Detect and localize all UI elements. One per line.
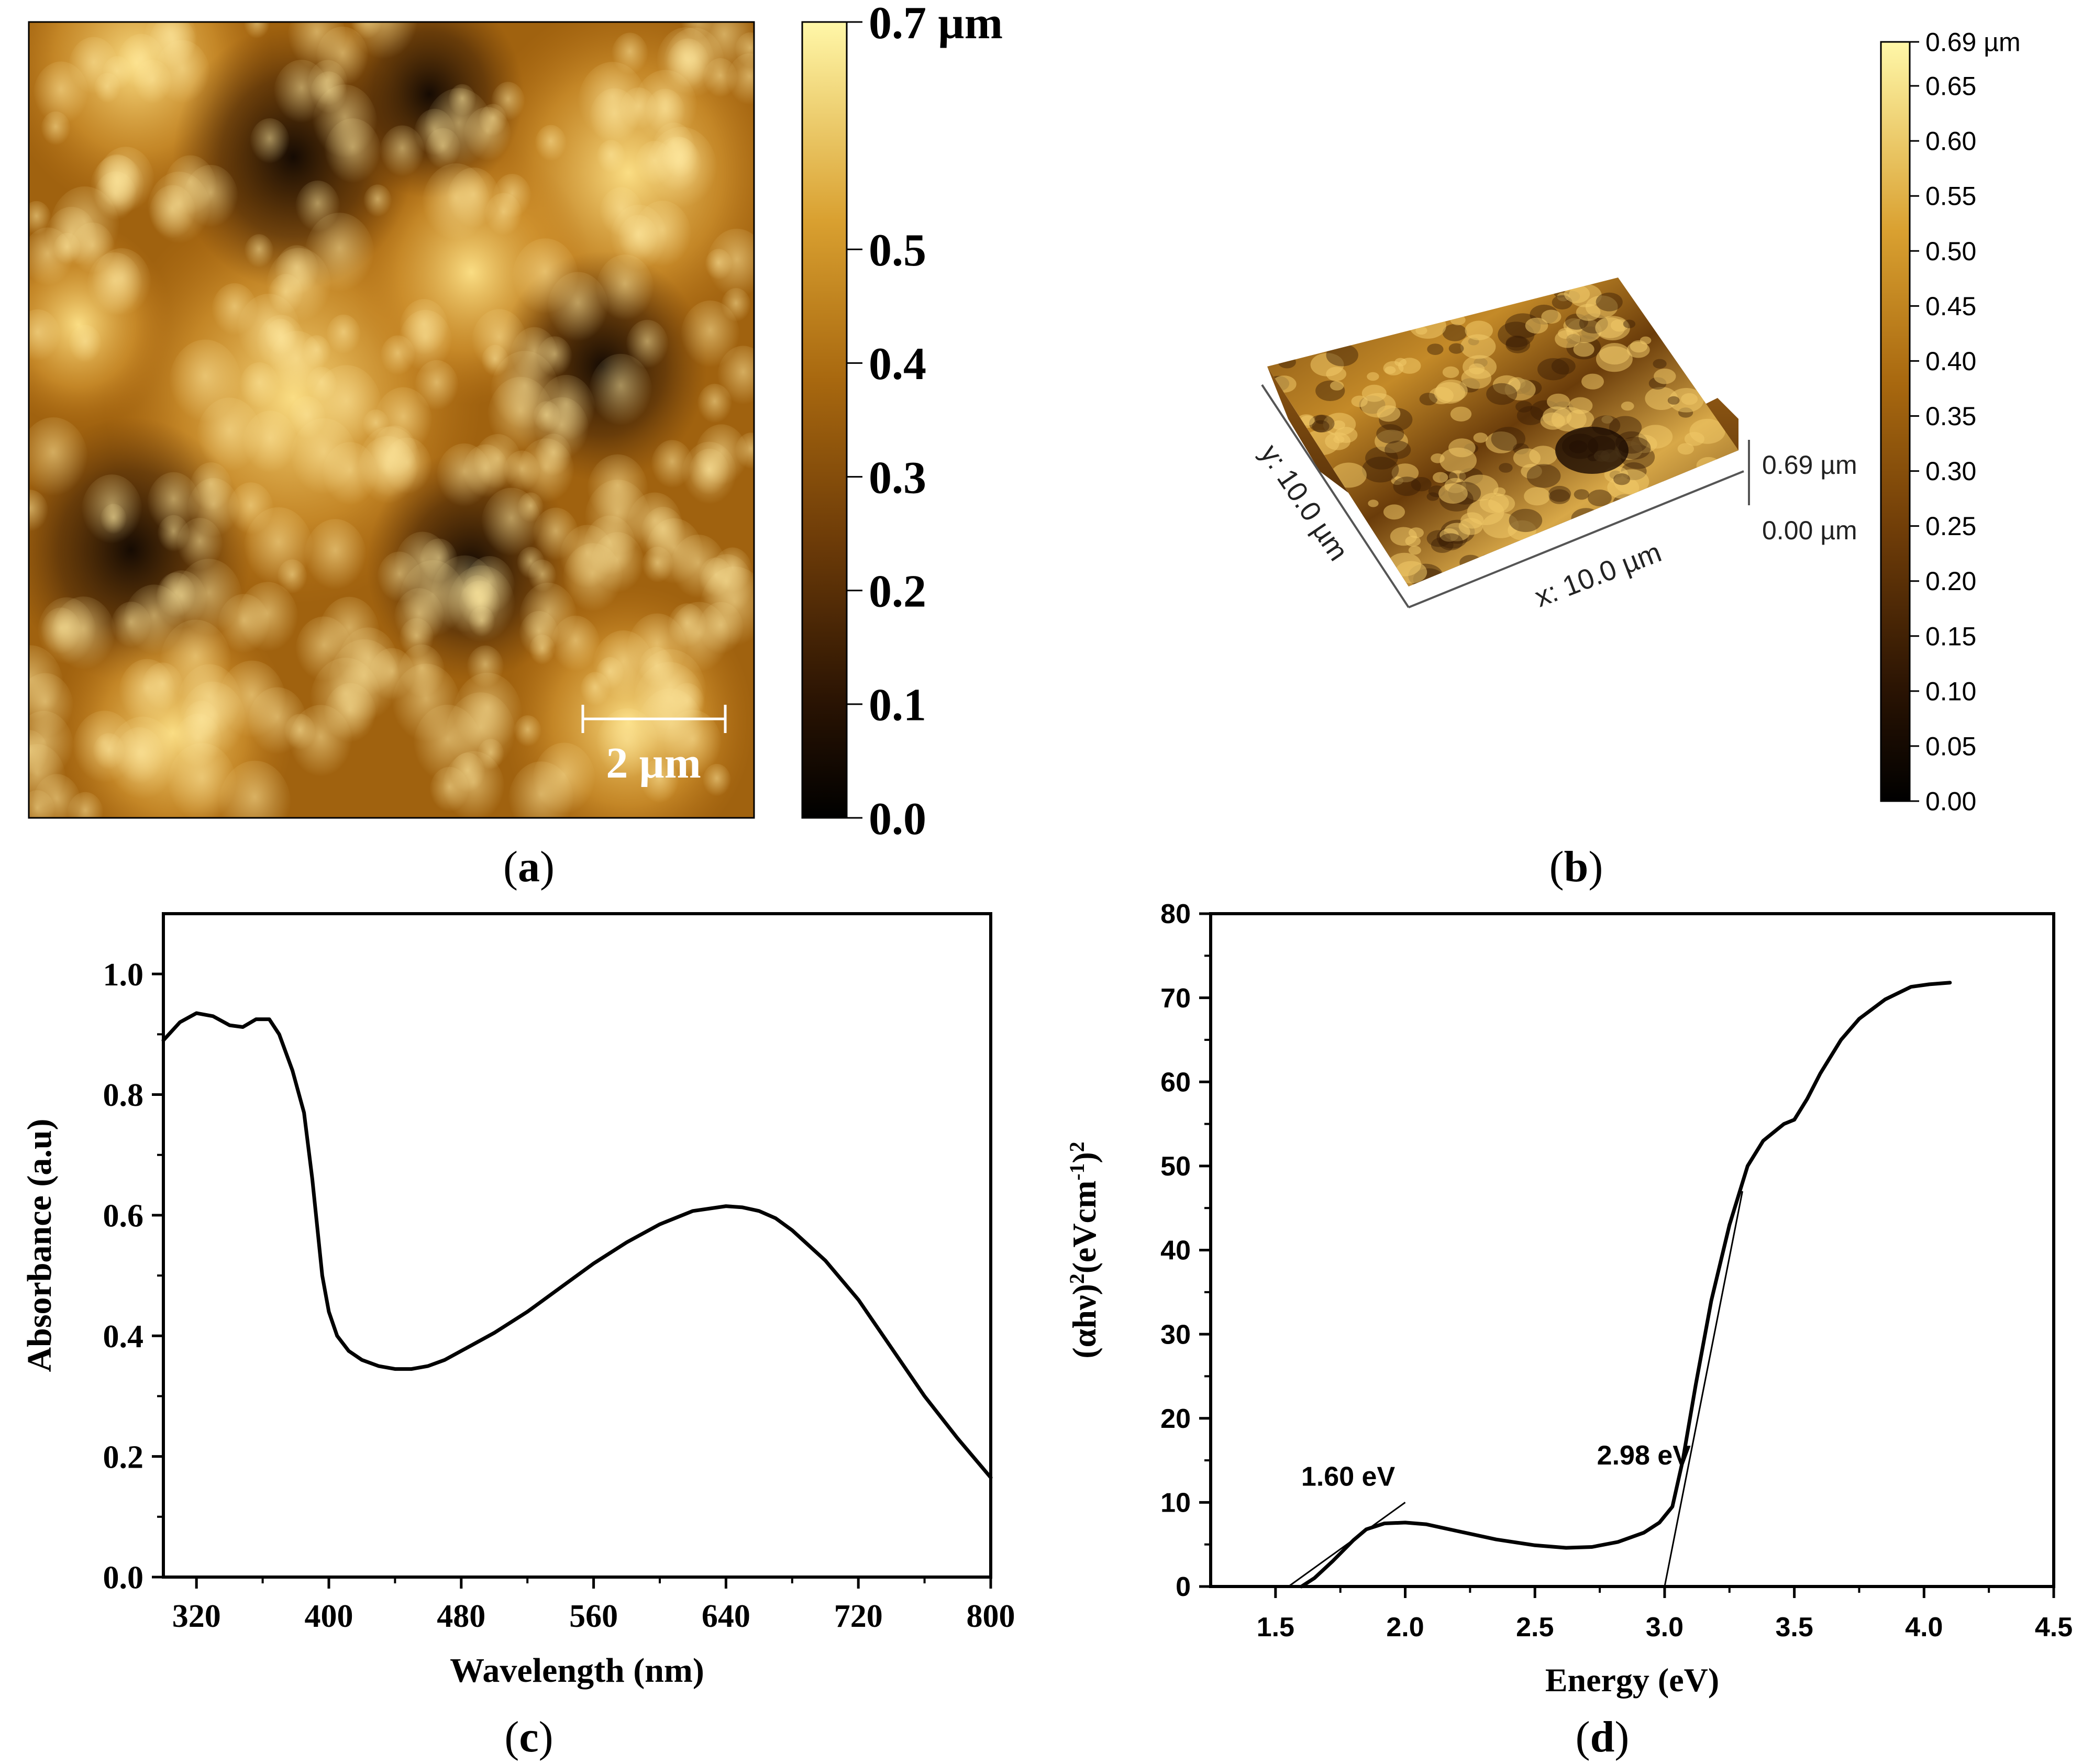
y-axis-title: (αhν)2(eVcm-1)2 — [1066, 1141, 1103, 1358]
panel-d-label: (d) — [1576, 1713, 1630, 1761]
colorbar-tick-label: 0.1 — [869, 680, 926, 731]
y-tick-label: 1.0 — [103, 957, 144, 993]
absorbance-chart: 320 400 480 560 640 720 800 0.0 0.2 0.4 0.6 0.8 1.0 W… — [20, 912, 1015, 1690]
x-axis-line — [1408, 470, 1744, 608]
y-tick-label: 10 — [1160, 1488, 1191, 1518]
colorbar-tick-label: 0.30 — [1925, 457, 1976, 486]
y-tick-label: 0.8 — [103, 1078, 144, 1113]
panel-c-label: (c) — [504, 1713, 553, 1761]
y-axis-title: Absorbance (a.u) — [20, 1118, 59, 1372]
y-tick-label: 0 — [1176, 1572, 1191, 1602]
panel-a-label: (a) — [503, 842, 555, 891]
colorbar-tick-label: 0.20 — [1925, 567, 1976, 596]
x-tick-label: 3.5 — [1775, 1612, 1813, 1643]
colorbar-tick-label: 0.2 — [869, 567, 926, 617]
series-line — [161, 1011, 993, 1480]
x-tick-label: 720 — [834, 1599, 883, 1634]
colorbar-tick-label: 0.3 — [869, 452, 926, 503]
x-tick-label: 400 — [305, 1599, 353, 1634]
panel-b-label: (b) — [1549, 842, 1603, 891]
scale-bar-label: 2 µm — [606, 739, 701, 787]
colorbar-tick-label: 0.15 — [1925, 622, 1976, 651]
z-max-label: 0.69 µm — [1762, 450, 1857, 480]
y-tick-label: 0.4 — [103, 1319, 144, 1355]
plot-frame — [162, 912, 992, 1579]
y-tick-label: 0.6 — [103, 1199, 144, 1234]
x-tick-label: 4.0 — [1905, 1612, 1943, 1643]
afm-3d-surface: y: 10.0 µm x: 10.0 µm 0.69 µm 0.00 µm — [1254, 278, 1857, 613]
panel-b: y: 10.0 µm x: 10.0 µm 0.69 µm 0.00 µm 0.… — [1254, 28, 2021, 892]
afm-2d-frame — [28, 21, 755, 819]
bandgap-annotation: 2.98 eV — [1597, 1440, 1691, 1471]
colorbar-b: 0.69 µm 0.65 0.60 0.55 0.50 0.45 0.40 0.35 0.30 0… — [1880, 28, 2021, 816]
y-tick-label: 30 — [1160, 1319, 1191, 1350]
x-tick-label: 480 — [437, 1599, 485, 1634]
y-tick-label: 20 — [1160, 1404, 1191, 1434]
x-tick-label: 800 — [967, 1599, 1015, 1634]
colorbar-tick-label: 0.55 — [1925, 182, 1976, 211]
x-axis-title: Wavelength (nm) — [450, 1651, 704, 1690]
colorbar-tick-label: 0.65 — [1925, 72, 1976, 101]
colorbar-tick-label: 0.0 — [869, 794, 926, 845]
x-axis-title: Energy (eV) — [1545, 1661, 1719, 1699]
panel-d: 1.5 2.0 2.5 3.0 3.5 4.0 4.5 0 10 20 30 40 50 60 70 80 En… — [1066, 899, 2073, 1761]
tangent-line — [1664, 1191, 1744, 1587]
colorbar-tick-label: 0.00 — [1925, 787, 1976, 816]
x-tick-label: 320 — [172, 1599, 221, 1634]
panel-a: 2 µm 0.7 µm 0.5 0.4 0.3 0.2 0.1 0.0 (a) — [28, 0, 1003, 891]
y-tick-label: 50 — [1160, 1151, 1191, 1182]
scale-bar: 2 µm — [581, 705, 727, 787]
colorbar-tick-label: 0.05 — [1925, 731, 1976, 761]
tangent-line — [1288, 1502, 1406, 1588]
x-tick-label: 2.0 — [1386, 1612, 1424, 1643]
series-line — [1299, 981, 1952, 1589]
y-tick-label: 40 — [1160, 1236, 1191, 1266]
colorbar-tick-label: 0.69 µm — [1925, 28, 2021, 57]
colorbar-tick-label: 0.10 — [1925, 676, 1976, 706]
afm-2d-image — [29, 22, 754, 818]
y-tick-label: 0.0 — [103, 1560, 144, 1596]
colorbar-tick-label: 0.25 — [1925, 512, 1976, 541]
bandgap-annotation: 1.60 eV — [1301, 1461, 1396, 1492]
colorbar-tick-label: 0.5 — [869, 225, 926, 276]
colorbar-tick-label: 0.60 — [1925, 127, 1976, 156]
colorbar-tick-label: 0.7 µm — [869, 0, 1003, 49]
panel-c: 320 400 480 560 640 720 800 0.0 0.2 0.4 0.6 0.8 1.0 W… — [20, 912, 1015, 1761]
colorbar-tick-label: 0.35 — [1925, 402, 1976, 431]
tauc-chart: 1.5 2.0 2.5 3.0 3.5 4.0 4.5 0 10 20 30 40 50 60 70 80 En… — [1066, 899, 2073, 1699]
x-tick-label: 2.5 — [1516, 1612, 1554, 1643]
x-tick-label: 4.5 — [2035, 1612, 2073, 1643]
z-min-label: 0.00 µm — [1762, 516, 1857, 545]
x-tick-label: 560 — [569, 1599, 618, 1634]
x-axis-label: x: 10.0 µm — [1531, 536, 1666, 613]
colorbar-tick-label: 0.50 — [1925, 237, 1976, 266]
y-tick-label: 70 — [1160, 983, 1191, 1014]
y-tick-label: 80 — [1160, 899, 1191, 929]
x-tick-label: 640 — [702, 1599, 750, 1634]
y-tick-label: 60 — [1160, 1067, 1191, 1097]
x-tick-label: 3.0 — [1646, 1612, 1684, 1643]
colorbar-a: 0.7 µm 0.5 0.4 0.3 0.2 0.1 0.0 — [801, 0, 1003, 845]
y-tick-label: 0.2 — [103, 1439, 144, 1475]
colorbar-tick-label: 0.40 — [1925, 347, 1976, 376]
x-tick-label: 1.5 — [1257, 1612, 1294, 1643]
y-axis-line — [1261, 384, 1410, 608]
colorbar-tick-label: 0.45 — [1925, 292, 1976, 321]
colorbar-tick-label: 0.4 — [869, 339, 926, 390]
